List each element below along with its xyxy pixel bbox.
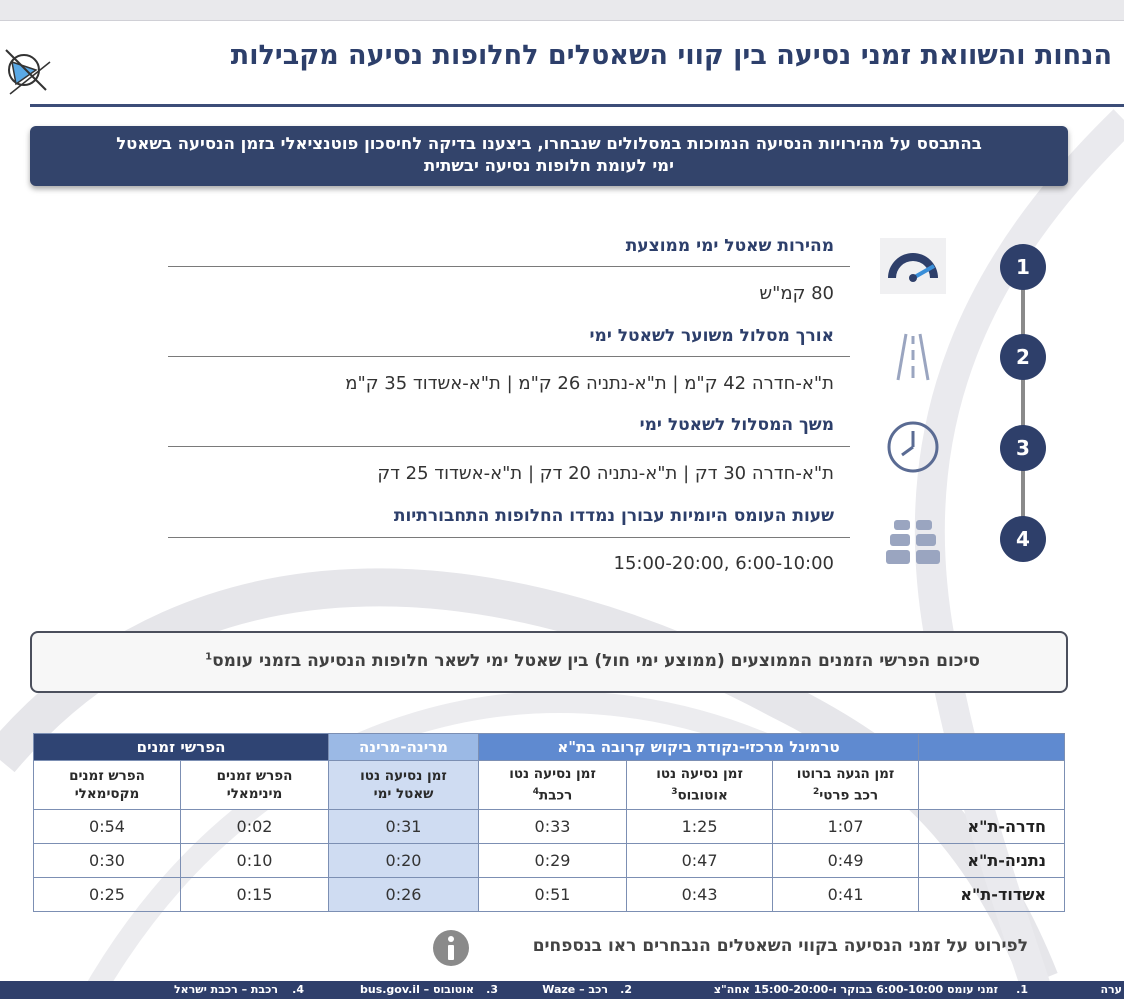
item-rule-4 — [168, 537, 850, 538]
speedometer-icon — [880, 238, 946, 294]
column-header-car: זמן הגעה ברוטו רכב פרטי2 — [772, 760, 920, 810]
table-cell: 0:25 — [32, 877, 182, 912]
comparison-table: טרמינל מרכזי-נקודת ביקוש קרובה בת"א מרינ… — [32, 733, 1066, 912]
table-cell: 0:33 — [478, 809, 628, 844]
summary-box: סיכום הפרשי הזמנים הממוצעים (ממוצע ימי ח… — [30, 631, 1068, 693]
summary-text: סיכום הפרשי הזמנים הממוצעים (ממוצע ימי ח… — [212, 651, 980, 671]
step-number-2: 2 — [1000, 334, 1046, 380]
column-header-train: זמן נסיעה נטו רכבת4 — [478, 760, 628, 810]
table-row: נתניה-ת"א 0:49 0:47 0:29 0:20 0:10 0:30 — [32, 843, 1066, 878]
item-rule-2 — [168, 356, 850, 357]
item-heading-3: משך המסלול לשאטל ימי — [639, 415, 834, 435]
footnote-num-4: 4. — [292, 983, 304, 996]
table-row: אשדוד-ת"א 0:41 0:43 0:51 0:26 0:15 0:25 — [32, 877, 1066, 912]
step-number-4: 4 — [1000, 516, 1046, 562]
group-header-terminal: טרמינל מרכזי-נקודת ביקוש קרובה בת"א — [478, 733, 920, 761]
column-header-min-diff: הפרש זמנים מינימאלי — [180, 760, 330, 810]
footnote-num-3: 3. — [486, 983, 498, 996]
item-value-1: 80 קמ"ש — [759, 283, 834, 304]
item-value-3: ת"א-חדרה 30 דק | ת"א-נתניה 20 דק | ת"א-א… — [377, 463, 834, 484]
table-column-header: זמן הגעה ברוטו רכב פרטי2 זמן נסיעה נטו אוט… — [32, 760, 1066, 810]
table-cell: 0:49 — [772, 843, 920, 878]
footnote-4: רכבת – רכבת ישראל — [173, 983, 278, 996]
traffic-icon — [886, 520, 940, 564]
title-underline — [30, 104, 1124, 107]
table-cell: 0:15 — [180, 877, 330, 912]
steps-connector — [1021, 266, 1025, 540]
footnote-1: זמני עומס 6:00-10:00 בבוקר ו-15:00-20:00… — [713, 983, 998, 996]
item-heading-1: מהירות שאטל ימי ממוצעת — [625, 236, 834, 256]
footnote-prefix: ערה — [1100, 983, 1122, 996]
banner-line-1: בהתבסס על מהירויות הנסיעה הנמוכות במסלול… — [116, 134, 982, 153]
table-corner-cell — [918, 733, 1066, 761]
item-rule-3 — [168, 446, 850, 447]
table-cell: 0:10 — [180, 843, 330, 878]
table-cell: 1:07 — [772, 809, 920, 844]
footnote-num-1: 1. — [1016, 983, 1028, 996]
row-label: חדרה-ת"א — [918, 809, 1066, 844]
column-header-bus: זמן נסיעה נטו אוטובוס3 — [626, 760, 774, 810]
table-cell: 0:20 — [328, 843, 480, 878]
column-header-shuttle: זמן נסיעה נטו שאטל ימי — [328, 760, 480, 810]
appendix-note: לפירוט על זמני הנסיעה בקווי השאטלים הנבח… — [532, 936, 1028, 956]
table-cell: 0:43 — [626, 877, 774, 912]
item-value-2: ת"א-חדרה 42 ק"מ | ת"א-נתניה 26 ק"מ | ת"א… — [345, 373, 834, 394]
footnotes-bar: ערה 1. זמני עומס 6:00-10:00 בבוקר ו-15:0… — [0, 981, 1124, 999]
footnote-num-2: 2. — [620, 983, 632, 996]
footnote-3: אוטובוס – bus.gov.il — [359, 983, 474, 996]
compass-logo-icon — [5, 49, 51, 95]
item-rule-1 — [168, 266, 850, 267]
clock-icon — [887, 421, 939, 473]
table-cell: 0:30 — [32, 843, 182, 878]
top-strip — [0, 0, 1124, 21]
step-number-1: 1 — [1000, 244, 1046, 290]
table-cell: 0:47 — [626, 843, 774, 878]
column-header-max-diff: הפרש זמנים מקסימאלי — [32, 760, 182, 810]
intro-banner: בהתבסס על מהירויות הנסיעה הנמוכות במסלול… — [30, 126, 1068, 186]
item-value-4: 6:00-10:00 ,15:00-20:00 — [613, 553, 835, 574]
table-cell: 0:02 — [180, 809, 330, 844]
page-title: הנחות והשוואת זמני נסיעה בין קווי השאטלי… — [230, 40, 1112, 71]
row-label: נתניה-ת"א — [918, 843, 1066, 878]
info-icon — [433, 930, 469, 966]
table-cell: 0:41 — [772, 877, 920, 912]
row-label: אשדוד-ת"א — [918, 877, 1066, 912]
column-header-route — [918, 760, 1066, 810]
item-heading-4: שעות העומס היומיות עבורן נמדדו החלופות ה… — [393, 506, 834, 526]
banner-line-2: ימי לעומת חלופות נסיעה יבשתית — [424, 156, 674, 175]
table-cell: 1:25 — [626, 809, 774, 844]
table-group-header: טרמינל מרכזי-נקודת ביקוש קרובה בת"א מרינ… — [32, 733, 1066, 761]
table-cell: 0:26 — [328, 877, 480, 912]
footnote-2: רכב – Waze — [542, 983, 608, 996]
table-row: חדרה-ת"א 1:07 1:25 0:33 0:31 0:02 0:54 — [32, 809, 1066, 844]
item-heading-2: אורך מסלול משוער לשאטל ימי — [589, 326, 834, 346]
table-cell: 0:31 — [328, 809, 480, 844]
group-header-diffs: הפרשי זמנים — [32, 733, 330, 761]
table-cell: 0:51 — [478, 877, 628, 912]
table-cell: 0:54 — [32, 809, 182, 844]
road-icon — [896, 333, 930, 381]
table-cell: 0:29 — [478, 843, 628, 878]
step-number-3: 3 — [1000, 425, 1046, 471]
summary-footnote-ref: 1 — [205, 651, 213, 663]
group-header-marina: מרינה-מרינה — [328, 733, 480, 761]
